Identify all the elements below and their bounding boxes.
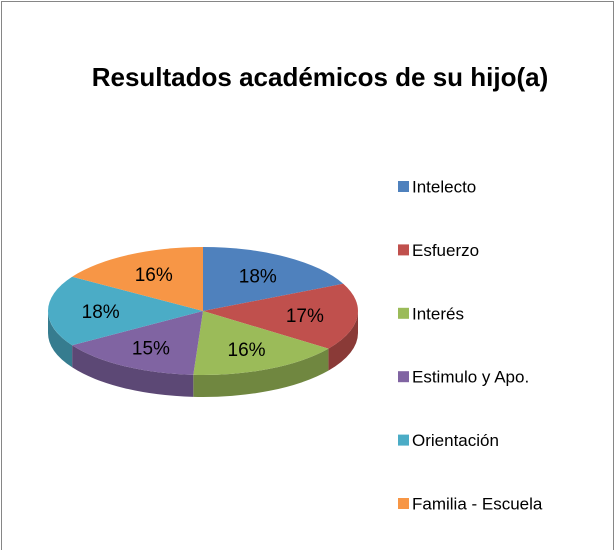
legend-label: Orientación	[412, 431, 499, 450]
legend-swatch	[398, 371, 409, 383]
pie-slice	[48, 276, 204, 346]
pie-slice	[203, 283, 358, 349]
legend-swatch	[398, 434, 409, 446]
data-label: 16%	[135, 265, 173, 286]
data-label: 18%	[239, 266, 277, 287]
legend-label: Estimulo y Apo.	[412, 368, 529, 387]
chart-title: Resultados académicos de su hijo(a)	[91, 62, 549, 92]
legend-label: Interés	[412, 304, 464, 323]
legend-swatch	[398, 244, 409, 256]
data-label: 18%	[82, 302, 120, 323]
pie-slice-side	[48, 311, 73, 368]
pie-slice-side	[193, 348, 329, 397]
pie-slice	[203, 247, 344, 311]
legend-label: Esfuerzo	[412, 241, 479, 260]
pie-slice	[72, 247, 203, 311]
legend-swatch	[398, 498, 409, 509]
pie-slice-side	[328, 311, 358, 371]
legend-swatch	[398, 307, 409, 319]
data-label: 16%	[228, 340, 266, 361]
data-label: 17%	[286, 306, 324, 327]
pie-slice	[72, 311, 203, 375]
legend-label: Familia - Escuela	[412, 494, 543, 513]
legend-label: Intelecto	[412, 177, 476, 196]
legend-swatch	[398, 181, 409, 192]
pie-slice	[193, 311, 329, 376]
data-label: 15%	[132, 338, 170, 359]
pie-slice-side	[72, 345, 194, 397]
